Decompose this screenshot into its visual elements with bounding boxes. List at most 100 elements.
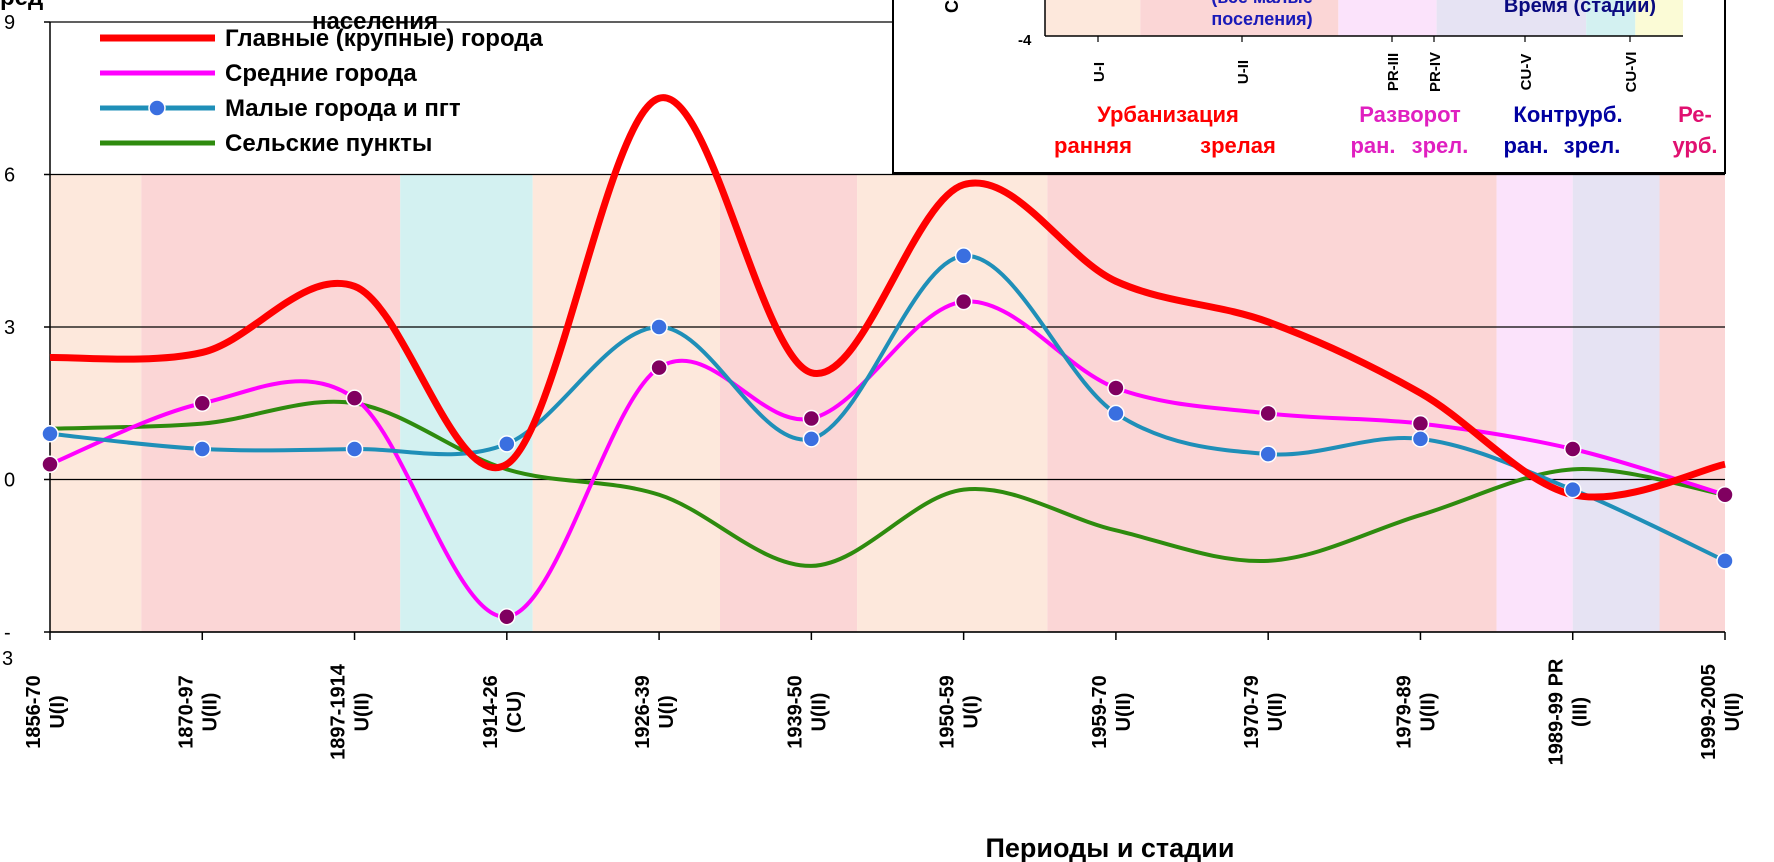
stage-band: [50, 174, 142, 632]
data-point: [1107, 404, 1125, 423]
inset-stage-label: PR-III: [1385, 53, 1402, 91]
inset-phase-sub: урб.: [1672, 133, 1717, 158]
chart-title-fragment: населения: [312, 8, 438, 35]
inset-phase-title: Ре-: [1678, 102, 1712, 127]
data-point: [1411, 414, 1430, 433]
series-line-0: [49, 94, 1726, 501]
data-point: [498, 608, 516, 626]
x-tick-label: 1989-99 PR (III): [1546, 658, 1592, 765]
x-tick-label-line: U(I): [47, 695, 69, 728]
inset-time-label: Время (стадии): [1504, 0, 1656, 17]
axes: - 3 0 3 6 9: [2, 12, 1726, 670]
x-tick-label: 1970-79 U(II): [1241, 675, 1287, 748]
x-tick-label-line: (III): [1570, 697, 1592, 727]
data-point: [1107, 379, 1125, 397]
data-point: [1716, 486, 1734, 504]
y-tick-label: 9: [4, 12, 15, 34]
x-tick-label: 1897-1914 U(II): [328, 663, 374, 760]
inset-band: [1436, 0, 1587, 36]
legend-label: Средние города: [225, 60, 417, 87]
y-tick-label: 3: [4, 317, 15, 339]
inset-side-label: С: [942, 0, 962, 13]
data-point: [498, 435, 516, 453]
legend-label: Сельские пункты: [225, 130, 432, 157]
stage-band: [532, 174, 720, 632]
inset-phase-sub: зрел.: [1564, 133, 1621, 158]
inset-stage-label: CU-V: [1518, 54, 1535, 91]
x-tick-label-line: U(II): [1113, 693, 1135, 732]
data-point: [802, 430, 821, 448]
inset-phase-title: Контрурб.: [1513, 102, 1622, 127]
x-tick-label: 1950-59 U(I): [937, 675, 983, 748]
inset-phase-sub: зрелая: [1200, 133, 1276, 158]
inset-band: [1586, 0, 1636, 36]
x-tick-label: 1939-50 U(II): [784, 675, 830, 748]
x-tick-label-line: 1970-79: [1241, 675, 1263, 748]
x-tick-label-line: U(I): [656, 695, 678, 728]
x-tick-label-line: 1856-70: [23, 675, 45, 748]
x-tick-label-line: 1897-1914: [328, 663, 350, 760]
x-tick-label-line: 1979-89: [1393, 675, 1415, 748]
x-tick-label-line: U(II): [199, 693, 221, 732]
stage-band: [1047, 174, 1497, 632]
x-axis-title: Периоды и стадии: [985, 833, 1234, 862]
x-tick-label-line: U(I): [961, 695, 983, 728]
inset-stage-label: PR-IV: [1427, 52, 1444, 92]
data-point: [41, 425, 59, 443]
x-tick-label: 1856-70 U(I): [23, 675, 69, 748]
x-tick-label: 1999-2005 U(II): [1698, 664, 1744, 760]
stage-band: [857, 174, 1048, 632]
y-tick-label: 6: [4, 165, 15, 187]
data-point: [193, 440, 212, 458]
inset-panel: С -4 (все малые поселения) Время (стадии) U-I…: [892, 0, 1726, 174]
x-tick-label: 1959-70 U(II): [1089, 675, 1135, 748]
data-point: [345, 440, 364, 458]
x-tick-label: 1870-97 U(II): [175, 675, 221, 748]
inset-phase-sub: ран.: [1503, 133, 1548, 158]
inset-phase-sub: ранняя: [1054, 133, 1132, 158]
stage-band: [400, 174, 533, 632]
data-point: [954, 292, 973, 311]
x-tick-label-line: 1926-39: [632, 675, 654, 748]
data-point: [1259, 404, 1277, 423]
x-tick-label: 1926-39 U(I): [632, 675, 678, 748]
series-line-3: [49, 399, 1726, 568]
data-point: [650, 318, 668, 336]
inset-phase-sub: ран.: [1350, 133, 1395, 158]
inset-stage-label: U-I: [1091, 62, 1108, 82]
data-point: [345, 389, 364, 407]
stage-band: [1496, 174, 1573, 632]
data-point: [802, 409, 821, 428]
x-tick-label-line: 1950-59: [937, 675, 959, 748]
x-tick-label-line: U(II): [1722, 693, 1744, 732]
background-bands: [50, 174, 1725, 632]
legend-label: Малые города и пгт: [225, 95, 461, 122]
inset-note-line: (все малые: [1211, 0, 1313, 7]
x-tick-label-line: U(II): [352, 693, 374, 732]
inset-stage-label: U-II: [1235, 60, 1252, 84]
x-tick-label-line: 1870-97: [175, 675, 197, 748]
inset-phase-title: Разворот: [1359, 102, 1461, 127]
y-tick-label: -: [4, 622, 11, 644]
x-tick-label-line: 1989-99 PR: [1546, 658, 1568, 765]
data-point: [193, 394, 212, 412]
legend-marker: [148, 99, 166, 117]
data-point: [1563, 440, 1582, 458]
x-tick-label-line: U(II): [1265, 693, 1287, 732]
x-tick-label-line: (CU): [504, 691, 526, 733]
x-tick-label-line: 1939-50: [784, 675, 806, 748]
data-point: [1411, 430, 1430, 448]
inset-phase-title: Урбанизация: [1097, 102, 1239, 127]
legend: Главные (крупные) города Средние города Ма…: [100, 25, 544, 157]
stage-band: [1659, 174, 1725, 632]
stage-band: [1572, 174, 1660, 632]
inset-phase-sub: зрел.: [1412, 133, 1469, 158]
data-point: [41, 455, 59, 473]
x-tick-label: 1914-26 (CU): [480, 675, 526, 748]
inset-band: [1635, 0, 1683, 36]
series-markers: [41, 247, 1734, 626]
inset-band: [1338, 0, 1437, 36]
x-tick-label-line: 1959-70: [1089, 675, 1111, 748]
inset-band: [1045, 0, 1141, 36]
